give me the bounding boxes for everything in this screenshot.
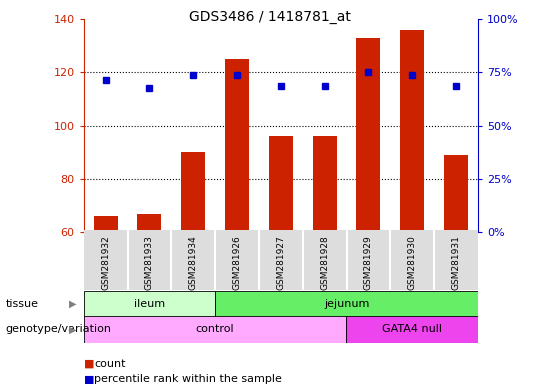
Text: GSM281934: GSM281934 xyxy=(188,235,198,290)
Bar xyxy=(215,291,478,317)
Text: GSM281933: GSM281933 xyxy=(145,235,154,290)
Text: GSM281927: GSM281927 xyxy=(276,235,285,290)
Bar xyxy=(400,30,424,232)
Text: percentile rank within the sample: percentile rank within the sample xyxy=(94,374,282,384)
Bar xyxy=(84,316,347,343)
Text: ileum: ileum xyxy=(134,299,165,309)
Text: GSM281930: GSM281930 xyxy=(408,235,417,290)
Bar xyxy=(444,155,468,232)
Bar xyxy=(269,136,293,232)
Text: ▶: ▶ xyxy=(69,299,77,309)
Bar xyxy=(137,214,161,232)
Text: GSM281928: GSM281928 xyxy=(320,235,329,290)
Text: GDS3486 / 1418781_at: GDS3486 / 1418781_at xyxy=(189,10,351,23)
Text: tissue: tissue xyxy=(5,299,38,309)
Text: control: control xyxy=(196,324,234,334)
Bar xyxy=(93,216,118,232)
Text: jejunum: jejunum xyxy=(324,299,369,309)
Text: ▶: ▶ xyxy=(69,324,77,334)
Text: ■: ■ xyxy=(84,374,94,384)
Bar xyxy=(225,59,249,232)
Text: count: count xyxy=(94,359,126,369)
Text: GATA4 null: GATA4 null xyxy=(382,324,442,334)
Text: GSM281929: GSM281929 xyxy=(364,235,373,290)
Bar xyxy=(84,291,215,317)
Text: GSM281926: GSM281926 xyxy=(233,235,241,290)
Bar xyxy=(313,136,336,232)
Text: genotype/variation: genotype/variation xyxy=(5,324,111,334)
Text: GSM281932: GSM281932 xyxy=(101,235,110,290)
Bar xyxy=(356,38,381,232)
Text: ■: ■ xyxy=(84,359,94,369)
Bar xyxy=(181,152,205,232)
Text: GSM281931: GSM281931 xyxy=(451,235,461,290)
Bar xyxy=(347,316,478,343)
